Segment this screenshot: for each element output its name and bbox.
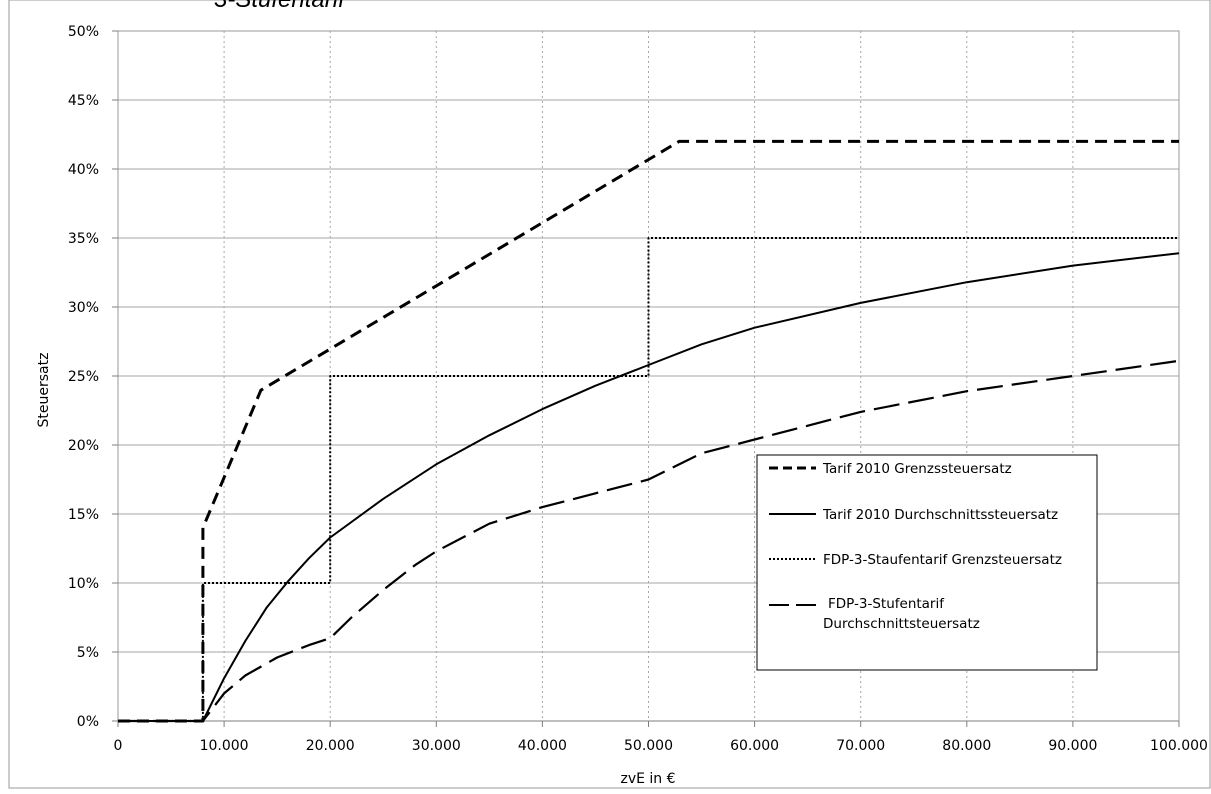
y-tick-label: 15% xyxy=(68,507,99,523)
x-axis-label: zvE in € xyxy=(620,771,675,787)
x-tick-label: 60.000 xyxy=(730,738,779,754)
y-tick-label: 35% xyxy=(68,231,99,247)
legend-box xyxy=(756,454,1098,671)
legend-label-fdp-durchschnitt-line2: Durchschnittsteuersatz xyxy=(823,616,980,632)
y-tick-label: 0% xyxy=(77,714,99,730)
series-line-3 xyxy=(118,237,1179,722)
x-tick-label: 10.000 xyxy=(200,738,249,754)
x-tick-label: 0 xyxy=(114,738,123,754)
y-tick-label: 25% xyxy=(68,369,99,385)
x-tick-label: 100.000 xyxy=(1150,738,1208,754)
series-line-2 xyxy=(118,252,1180,722)
x-tick-label: 90.000 xyxy=(1048,738,1097,754)
y-tick-label: 20% xyxy=(68,438,99,454)
x-tick-label: 80.000 xyxy=(942,738,991,754)
legend-label-tarif-grenz: Tarif 2010 Grenzssteuersatz xyxy=(822,461,1012,477)
legend-label-fdp-grenz: FDP-3-Staufentarif Grenzsteuersatz xyxy=(823,552,1062,568)
legend-label-fdp-durchschnitt-line1: FDP-3-Stufentarif xyxy=(828,596,945,612)
y-axis-label: Steuersatz xyxy=(36,353,52,428)
y-tick-label: 50% xyxy=(68,24,99,40)
y-tick-label: 45% xyxy=(68,93,99,109)
figure-border xyxy=(8,0,1211,789)
series-line-4 xyxy=(118,359,1180,723)
y-tick-label: 10% xyxy=(68,576,99,592)
series-line-1 xyxy=(118,139,1179,723)
legend: Tarif 2010 Grenzssteuersatz Tarif 2010 D… xyxy=(756,454,1098,671)
x-tick-label: 50.000 xyxy=(624,738,673,754)
x-tick-label: 40.000 xyxy=(518,738,567,754)
x-tick-label: 30.000 xyxy=(412,738,461,754)
chart-title: 3-Stufentarif xyxy=(214,0,345,14)
x-tick-label: 70.000 xyxy=(836,738,885,754)
series-lines xyxy=(118,139,1180,723)
y-tick-label: 5% xyxy=(77,645,99,661)
y-tick-label: 40% xyxy=(68,162,99,178)
legend-label-tarif-durchschnitt: Tarif 2010 Durchschnittssteuersatz xyxy=(822,507,1058,523)
y-tick-label: 30% xyxy=(68,300,99,316)
x-tick-label: 20.000 xyxy=(306,738,355,754)
axis-ticks: 0% 5% 10% 15% 20% 25% 30% 35% 40% 45% 50% 0 10.000 20… xyxy=(68,24,1208,754)
